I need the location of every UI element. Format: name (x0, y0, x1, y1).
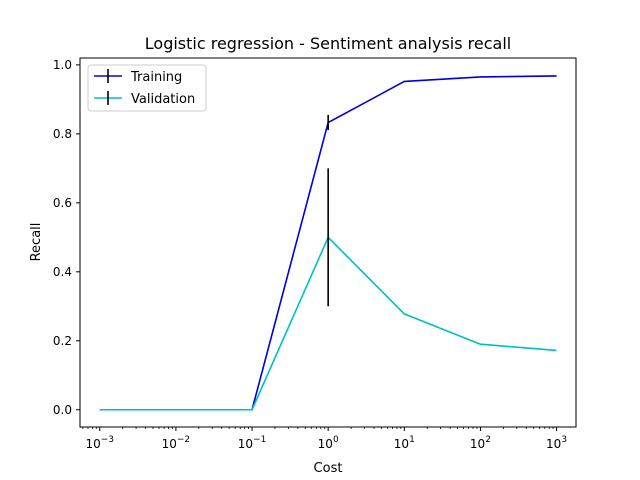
x-ticks: 10−3 10−2 10−1 100 101 102 103 (82, 427, 567, 451)
x-tick-label: 101 (394, 435, 415, 451)
legend: Training Validation (87, 64, 207, 112)
x-tick-label: 100 (318, 435, 339, 451)
y-tick-label: 0.0 (53, 403, 72, 417)
legend-label-validation: Validation (131, 92, 195, 107)
y-tick-label: 0.6 (53, 196, 72, 210)
y-tick-label: 1.0 (53, 58, 72, 72)
y-ticks: 0.0 0.2 0.4 0.6 0.8 1.0 (53, 58, 80, 417)
x-tick-label: 102 (470, 435, 491, 451)
x-tick-label: 10−1 (238, 435, 267, 451)
y-tick-label: 0.2 (53, 334, 72, 348)
x-tick-label: 10−3 (85, 435, 114, 451)
x-tick-label: 10−2 (162, 435, 191, 451)
x-tick-label: 103 (546, 435, 567, 451)
y-axis-label: Recall (29, 223, 44, 262)
legend-label-training: Training (130, 70, 182, 85)
chart-title: Logistic regression - Sentiment analysis… (145, 34, 511, 53)
plot-area (79, 57, 577, 428)
y-tick-label: 0.4 (53, 265, 72, 279)
x-axis-label: Cost (314, 461, 343, 476)
y-tick-label: 0.8 (53, 127, 72, 141)
